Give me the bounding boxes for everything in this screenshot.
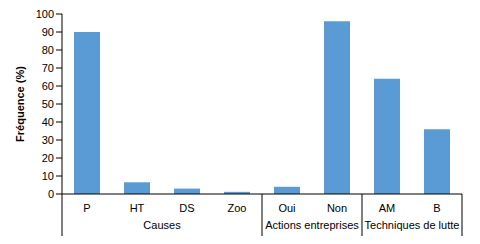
svg-text:10: 10 (42, 170, 54, 182)
svg-text:AM: AM (379, 202, 396, 214)
svg-text:20: 20 (42, 152, 54, 164)
svg-text:Oui: Oui (278, 202, 295, 214)
svg-text:80: 80 (42, 44, 54, 56)
svg-text:B: B (433, 202, 440, 214)
svg-text:Non: Non (327, 202, 347, 214)
svg-text:P: P (83, 202, 90, 214)
svg-text:Zoo: Zoo (228, 202, 247, 214)
svg-text:40: 40 (42, 116, 54, 128)
svg-text:60: 60 (42, 80, 54, 92)
svg-text:DS: DS (179, 202, 194, 214)
svg-text:Fréquence (%): Fréquence (%) (14, 66, 26, 142)
svg-text:30: 30 (42, 134, 54, 146)
svg-text:70: 70 (42, 62, 54, 74)
svg-text:100: 100 (36, 8, 54, 20)
svg-text:Actions entreprises: Actions entreprises (265, 219, 359, 231)
svg-text:Techniques de lutte: Techniques de lutte (365, 219, 460, 231)
svg-text:Causes: Causes (143, 219, 181, 231)
svg-text:50: 50 (42, 98, 54, 110)
svg-text:0: 0 (48, 188, 54, 200)
svg-text:HT: HT (130, 202, 145, 214)
svg-text:90: 90 (42, 26, 54, 38)
